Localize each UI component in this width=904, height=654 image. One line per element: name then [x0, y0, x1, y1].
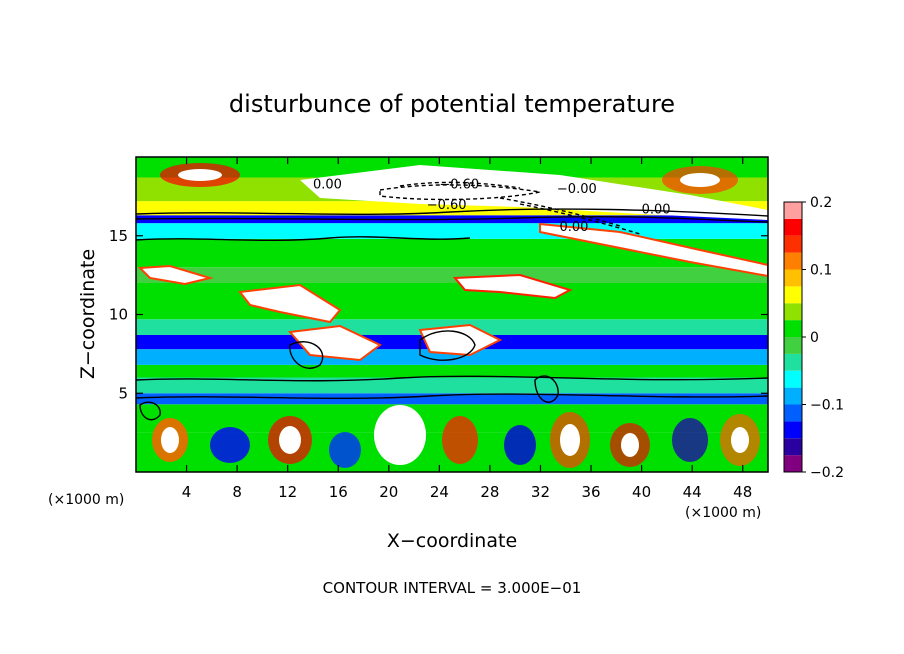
y-tick-label: 10 [109, 306, 128, 324]
colorbar-tick-label: 0 [810, 330, 819, 346]
x-tick-label: 20 [379, 483, 398, 501]
colorbar-swatch [784, 438, 802, 456]
colorbar-swatch [784, 404, 802, 422]
field-patch [731, 427, 749, 453]
contour-line [379, 184, 541, 201]
y-tick-label: 5 [118, 384, 128, 402]
field-patch [238, 283, 342, 324]
colorbar-swatch [784, 269, 802, 287]
x-tick-label: 36 [581, 483, 600, 501]
field-patch [560, 424, 580, 456]
x-tick-label: 16 [329, 483, 348, 501]
colorbar-swatch [784, 303, 802, 321]
contour-line [136, 375, 768, 382]
contour-line [136, 208, 768, 217]
contour-label: −0.60 [439, 178, 479, 193]
field-patch [374, 405, 426, 465]
colorbar [784, 202, 802, 472]
colorbar-swatch [784, 252, 802, 270]
shading-band [136, 349, 768, 365]
contour-line [399, 181, 521, 189]
x-tick-label: 12 [278, 483, 297, 501]
field-patch [442, 416, 478, 464]
x-tick-label: 44 [683, 483, 702, 501]
colorbar-swatch [784, 387, 802, 405]
x-tick-label: 4 [182, 483, 192, 501]
colorbar-ticks: 0.2 0.1 0 −0.1 −0.2 [802, 195, 844, 481]
shading-band [136, 377, 768, 394]
x-tick-label: 48 [733, 483, 752, 501]
field-patch [178, 169, 222, 181]
x-axis: 4 8 12 16 20 24 28 32 36 40 44 48 [182, 157, 752, 501]
colorbar-swatch [784, 421, 802, 439]
field-patch [672, 418, 708, 462]
colorbar-swatch [784, 218, 802, 236]
colorbar-swatch [784, 286, 802, 304]
x-axis-unit-left: (×1000 m) [48, 492, 124, 508]
shading-band [136, 393, 768, 405]
field-patch [279, 426, 301, 454]
x-tick-label: 8 [232, 483, 242, 501]
field-patch [418, 323, 503, 357]
field-patch [137, 264, 214, 286]
contour-label: 0.00 [642, 203, 671, 218]
contour-line [139, 401, 161, 421]
shading-band [136, 223, 768, 239]
y-axis: 5 10 15 [109, 227, 768, 402]
shading-band [136, 364, 768, 378]
x-axis-unit-right: (×1000 m) [685, 505, 761, 521]
field-patch [452, 273, 573, 300]
shading-band [136, 267, 768, 283]
shading-band [136, 157, 768, 178]
x-tick-label: 40 [632, 483, 651, 501]
field-patch [288, 324, 382, 362]
x-tick-label: 24 [430, 483, 449, 501]
colorbar-swatch [784, 235, 802, 253]
plot-area: 0.00 −0.60 −0.60 −0.00 0.00 0.00 [136, 157, 768, 472]
field-patch [210, 427, 250, 463]
colorbar-swatch [784, 337, 802, 354]
contour-lines [136, 181, 768, 421]
field-patch [539, 222, 768, 278]
field-patches [137, 163, 768, 468]
contour-labels: 0.00 −0.60 −0.60 −0.00 0.00 0.00 [313, 178, 671, 236]
field-patch [504, 425, 536, 465]
contour-line [136, 215, 768, 223]
contour-label: −0.60 [427, 198, 467, 213]
contour-line [534, 375, 559, 403]
field-patch [161, 427, 179, 453]
contour-label: −0.00 [557, 182, 597, 197]
contour-label: 0.00 [313, 178, 342, 193]
colorbar-tick-label: −0.2 [810, 465, 844, 481]
field-patch [329, 432, 361, 468]
colorbar-swatch [784, 202, 802, 219]
colorbar-tick-label: 0.2 [810, 195, 832, 211]
contour-line [289, 341, 324, 369]
x-tick-label: 28 [480, 483, 499, 501]
contour-interval-note: CONTOUR INTERVAL = 3.000E−01 [323, 579, 582, 597]
contour-line [136, 393, 768, 400]
field-patch [621, 433, 639, 457]
y-axis-label: Z−coordinate [77, 249, 99, 379]
chart-title: disturbunce of potential temperature [229, 90, 675, 118]
field-patch [300, 165, 768, 220]
y-tick-label: 15 [109, 227, 128, 245]
colorbar-tick-label: 0.1 [810, 263, 832, 279]
colorbar-swatch [784, 370, 802, 388]
contour-line [136, 236, 471, 242]
field-patch [680, 173, 720, 187]
colorbar-tick-label: −0.1 [810, 398, 844, 414]
contour-label: 0.00 [559, 220, 588, 235]
x-axis-label: X−coordinate [387, 530, 517, 552]
shading-band [136, 283, 768, 320]
contour-line [419, 330, 476, 361]
colorbar-swatch [784, 320, 802, 337]
colorbar-swatch [784, 353, 802, 371]
x-tick-label: 32 [531, 483, 550, 501]
colorbar-swatch [784, 455, 802, 472]
